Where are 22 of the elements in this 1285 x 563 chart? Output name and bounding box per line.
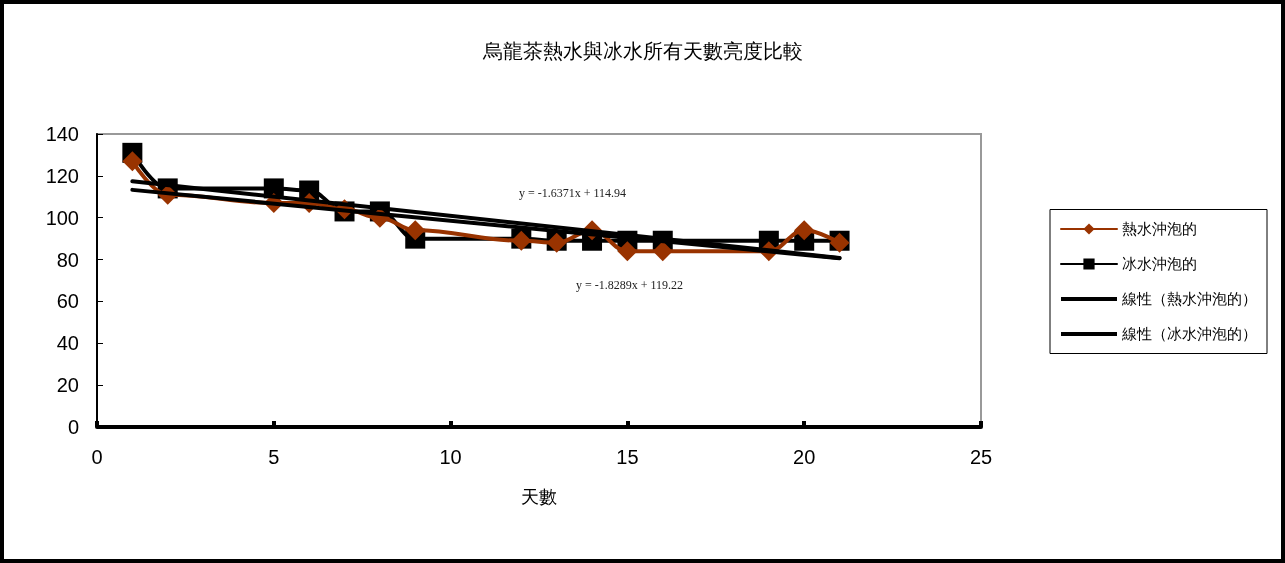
legend-label: 冰水沖泡的 bbox=[1122, 255, 1197, 273]
x-axis-title: 天數 bbox=[521, 485, 557, 507]
x-tick-label: 0 bbox=[91, 446, 103, 468]
x-tick-label: 25 bbox=[969, 446, 993, 468]
chart-title: 烏龍茶熱水與冰水所有天數亮度比較 bbox=[481, 39, 803, 63]
y-tick-label: 80 bbox=[56, 248, 79, 271]
x-tick-label: 5 bbox=[268, 446, 280, 468]
legend-label: 熱水沖泡的 bbox=[1122, 220, 1197, 238]
y-tick-label: 60 bbox=[56, 290, 79, 313]
annotation: y = -1.8289x + 119.22 bbox=[576, 278, 684, 292]
x-tick-label: 15 bbox=[616, 446, 639, 468]
y-tick-label: 140 bbox=[45, 123, 79, 145]
legend-label: 線性（冰水沖泡的） bbox=[1121, 325, 1257, 343]
x-tick-label: 20 bbox=[793, 446, 816, 468]
y-tick-label: 0 bbox=[67, 416, 79, 438]
y-tick-label: 40 bbox=[56, 332, 79, 355]
x-tick-label: 10 bbox=[439, 446, 462, 468]
annotation: y = -1.6371x + 114.94 bbox=[519, 186, 627, 200]
legend-label: 線性（熱水沖泡的） bbox=[1121, 290, 1257, 308]
y-tick-label: 100 bbox=[45, 206, 79, 229]
y-tick-label: 20 bbox=[56, 374, 79, 397]
y-tick-label: 120 bbox=[45, 164, 79, 187]
